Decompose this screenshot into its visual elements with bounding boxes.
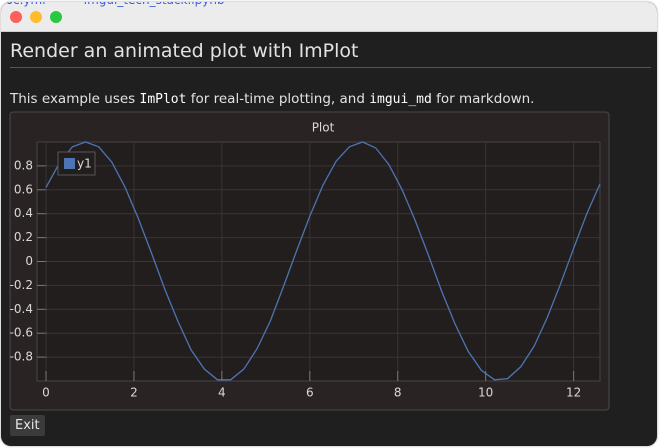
legend-swatch (64, 158, 75, 169)
line-series (45, 141, 601, 381)
x-tick-label: 6 (306, 386, 314, 400)
inline-code: ImPlot (139, 92, 187, 107)
legend-box (57, 151, 96, 176)
y-tick-label: 0.8 (14, 158, 33, 172)
y-tick-label: -0.4 (10, 302, 33, 316)
exit-button[interactable]: Exit (10, 415, 45, 436)
background-tabs: toc.yml imgui_tech_stack.ipynb (1, 2, 225, 7)
text: for real-time plotting, and (186, 91, 370, 107)
inline-code: imgui_md (369, 92, 432, 107)
x-tick-label: 0 (42, 386, 50, 400)
y-tick-label: -0.6 (10, 326, 33, 340)
tab-text: toc.yml (1, 2, 46, 7)
zoom-button[interactable] (50, 11, 62, 23)
text: for markdown. (431, 91, 535, 107)
plot-title: Plot (312, 121, 335, 135)
x-tick-label: 4 (218, 386, 226, 400)
x-tick-label: 8 (394, 386, 402, 400)
y-tick-label: 0 (25, 254, 33, 268)
text: This example uses (10, 91, 140, 107)
separator (10, 67, 651, 68)
y-tick-label: 0.4 (14, 206, 33, 220)
y-tick-label: -0.2 (10, 278, 33, 292)
legend-label: y1 (77, 157, 92, 171)
tab-text: imgui_tech_stack.ipynb (84, 2, 225, 7)
x-tick-label: 10 (478, 386, 493, 400)
x-tick-label: 2 (130, 386, 138, 400)
title-bar: toc.yml imgui_tech_stack.ipynb (1, 2, 657, 32)
y-tick-label: 0.2 (14, 230, 33, 244)
x-tick-label: 12 (566, 386, 581, 400)
heading: Render an animated plot with ImPlot (10, 40, 359, 62)
close-button[interactable] (10, 11, 22, 23)
y-tick-label: 0.6 (14, 182, 33, 196)
minimize-button[interactable] (30, 11, 42, 23)
paragraph: This example uses ImPlot for real-time p… (10, 91, 534, 107)
y-tick-label: -0.8 (10, 350, 33, 364)
